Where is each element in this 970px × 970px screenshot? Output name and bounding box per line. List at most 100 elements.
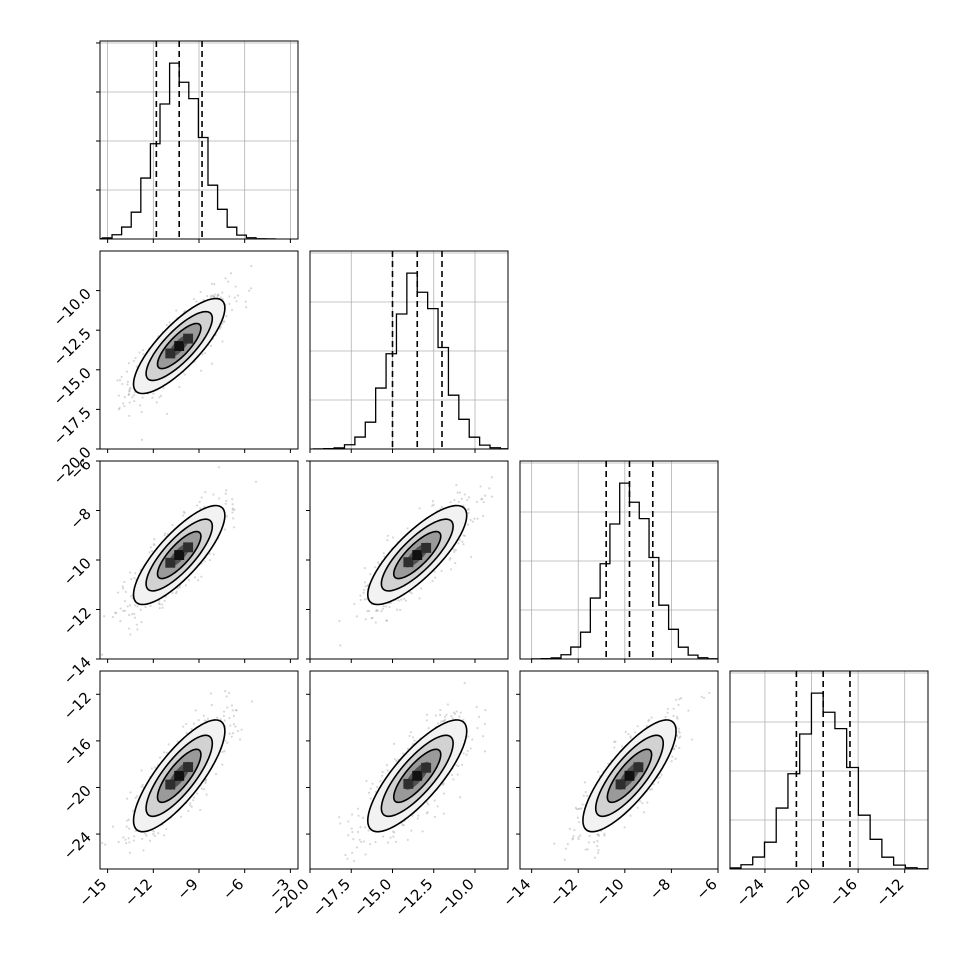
scatter-point xyxy=(431,504,434,507)
x-tick-label: −6 xyxy=(219,875,247,903)
scatter-point xyxy=(593,856,596,859)
x-tick-label: −10 xyxy=(593,875,628,910)
scatter-point xyxy=(452,711,456,714)
density-panel-2-0: −6−8−10−12−14 xyxy=(60,455,299,688)
scatter-point xyxy=(236,294,240,297)
scatter-point xyxy=(367,609,371,613)
scatter-point xyxy=(196,792,199,795)
scatter-point xyxy=(128,841,131,844)
scatter-point xyxy=(117,840,120,844)
scatter-point xyxy=(212,493,215,496)
scatter-point xyxy=(248,289,251,292)
scatter-point xyxy=(469,747,472,750)
density-peak xyxy=(174,770,185,781)
scatter-point xyxy=(394,840,398,843)
scatter-point xyxy=(204,352,207,355)
scatter-point xyxy=(678,731,681,734)
scatter-point xyxy=(152,830,155,833)
scatter-point xyxy=(386,539,389,542)
scatter-point xyxy=(222,714,226,718)
scatter-point xyxy=(440,720,443,723)
scatter-point xyxy=(580,807,583,810)
scatter-point xyxy=(364,618,367,621)
panel-frame xyxy=(309,250,509,450)
density-peak xyxy=(412,550,423,560)
scatter-point xyxy=(200,369,203,372)
scatter-point xyxy=(347,820,350,823)
scatter-point xyxy=(678,736,681,739)
scatter-point xyxy=(482,514,485,518)
scatter-point xyxy=(401,824,404,827)
scatter-point xyxy=(222,710,226,713)
scatter-point xyxy=(192,799,195,802)
scatter-point xyxy=(568,827,571,830)
scatter-point xyxy=(157,832,160,835)
scatter-point xyxy=(126,819,129,822)
scatter-point xyxy=(427,803,430,806)
scatter-point xyxy=(225,315,228,318)
scatter-point xyxy=(462,718,465,721)
scatter-point xyxy=(203,505,206,508)
scatter-point xyxy=(470,555,473,558)
scatter-point xyxy=(393,742,396,746)
scatter-point xyxy=(350,813,354,816)
scatter-point xyxy=(128,827,131,830)
histogram-panel-0 xyxy=(96,40,299,243)
scatter-point xyxy=(129,791,132,794)
x-tick-label: −16 xyxy=(826,875,861,910)
scatter-point xyxy=(418,507,421,510)
scatter-point xyxy=(579,834,582,837)
scatter-point xyxy=(425,719,428,722)
scatter-point xyxy=(596,844,599,848)
scatter-point xyxy=(150,549,154,553)
scatter-point xyxy=(379,780,382,783)
x-tick-label: −15 xyxy=(75,875,110,910)
panel-frame xyxy=(309,670,509,870)
scatter-point xyxy=(166,532,169,536)
y-tick-label: −20 xyxy=(60,782,95,817)
scatter-point xyxy=(250,700,254,703)
scatter-point xyxy=(384,605,388,608)
scatter-point xyxy=(158,396,161,399)
scatter-point xyxy=(596,770,600,773)
scatter-point xyxy=(380,609,383,613)
scatter-point xyxy=(597,834,601,837)
scatter-point xyxy=(142,849,145,852)
scatter-point xyxy=(153,538,156,541)
scatter-point xyxy=(476,517,479,520)
scatter-point xyxy=(175,309,178,312)
scatter-point xyxy=(353,602,356,606)
scatter-point xyxy=(381,607,384,610)
scatter-point xyxy=(473,517,476,520)
scatter-point xyxy=(134,796,137,800)
scatter-point xyxy=(660,773,663,776)
scatter-point xyxy=(105,876,107,878)
scatter-point xyxy=(126,383,129,386)
scatter-point xyxy=(124,590,127,594)
scatter-point xyxy=(490,476,493,479)
scatter-point xyxy=(462,543,465,546)
scatter-point xyxy=(219,327,222,330)
scatter-point xyxy=(484,709,487,712)
scatter-point xyxy=(190,805,193,808)
scatter-point xyxy=(182,725,185,728)
y-tick-label: −12 xyxy=(60,604,95,639)
scatter-point xyxy=(357,814,360,817)
scatter-point xyxy=(216,295,219,298)
scatter-point xyxy=(382,552,385,555)
y-tick-label: −16 xyxy=(60,735,95,770)
scatter-point xyxy=(128,389,131,392)
scatter-point xyxy=(231,732,235,735)
scatter-point xyxy=(443,792,446,795)
scatter-point xyxy=(440,569,443,572)
scatter-point xyxy=(140,438,144,441)
scatter-point xyxy=(582,794,585,797)
scatter-point xyxy=(140,769,143,772)
scatter-point xyxy=(225,515,229,518)
scatter-point xyxy=(127,818,130,821)
scatter-point xyxy=(226,741,229,744)
scatter-point xyxy=(225,695,228,698)
scatter-point xyxy=(148,839,152,842)
scatter-point xyxy=(197,579,200,582)
scatter-point xyxy=(471,738,474,741)
